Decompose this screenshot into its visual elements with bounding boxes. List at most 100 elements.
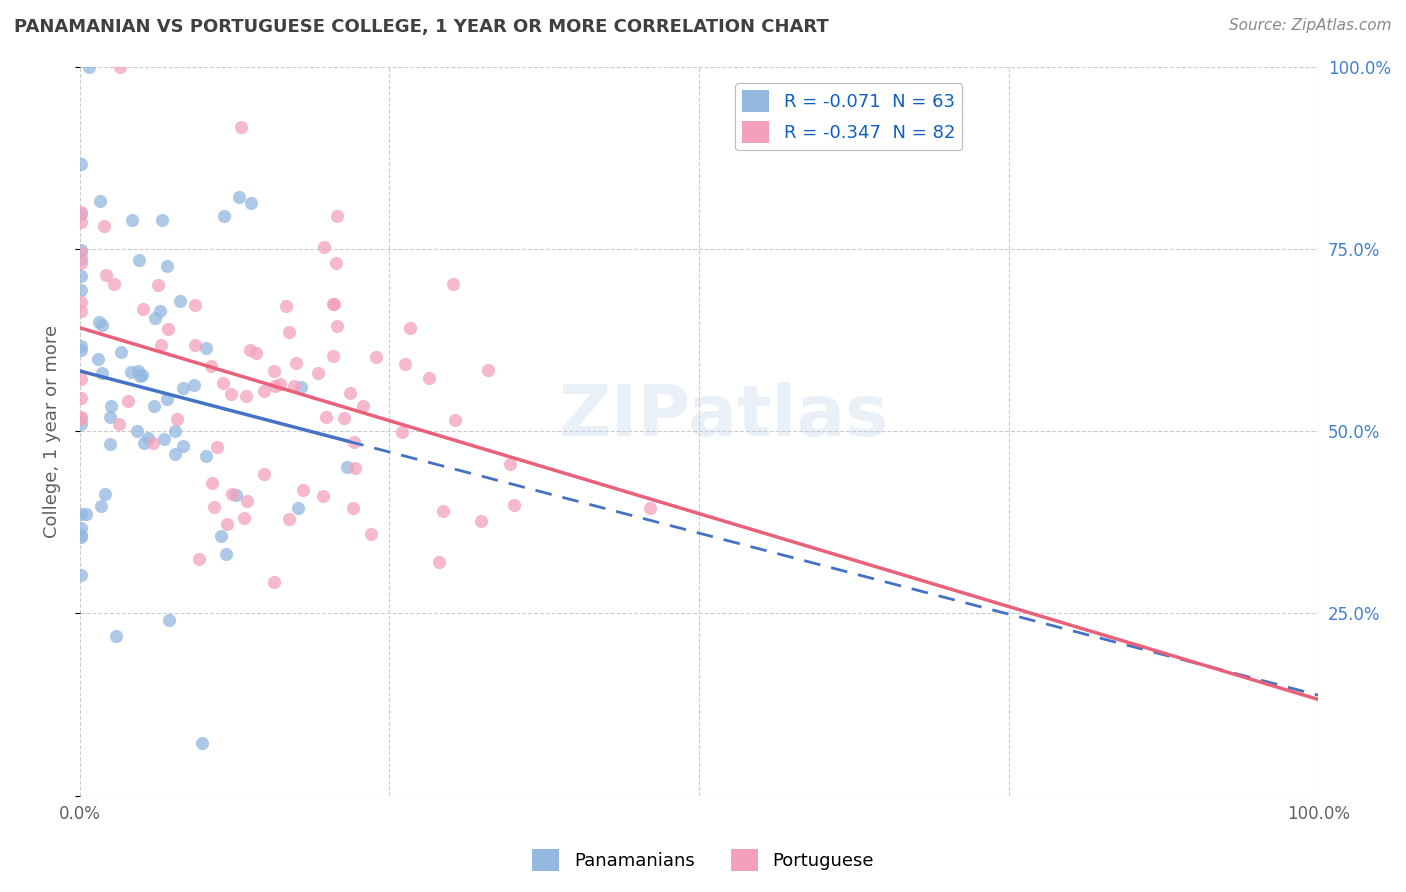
Point [70,304,93,318]
Point [239,343,262,358]
Point [70,417,93,432]
Point [277,325,299,339]
Point [183,378,205,392]
Point [444,413,467,427]
Point [70,343,93,357]
Point [312,240,335,254]
Point [269,377,291,392]
Point [156,259,179,273]
Point [225,488,247,502]
Point [394,357,416,371]
Point [98,409,121,424]
Legend: Panamanians, Portuguese: Panamanians, Portuguese [524,842,882,879]
Point [236,494,259,508]
Point [127,364,149,378]
Point [283,379,305,393]
Point [202,500,225,515]
Point [143,310,166,325]
Point [190,736,212,750]
Point [70,269,93,284]
Point [315,410,337,425]
Point [325,256,347,270]
Point [89,315,111,329]
Point [93,219,115,233]
Point [233,511,256,525]
Point [291,483,314,498]
Point [322,297,344,311]
Point [322,350,344,364]
Point [339,386,361,401]
Point [143,399,166,413]
Point [149,338,172,352]
Point [155,392,177,407]
Point [207,440,229,454]
Point [360,527,382,541]
Point [215,516,238,531]
Point [150,213,173,227]
Point [70,256,93,270]
Text: ZIPatlas: ZIPatlas [558,382,889,451]
Point [148,277,170,292]
Point [70,245,93,260]
Point [285,356,308,370]
Point [342,501,364,516]
Point [70,339,93,353]
Point [77,60,100,74]
Point [326,318,349,333]
Point [136,431,159,445]
Point [399,321,422,335]
Point [307,366,329,380]
Point [169,294,191,309]
Point [131,368,153,382]
Point [200,359,222,373]
Point [343,435,366,450]
Point [212,209,235,223]
Point [108,417,131,431]
Point [499,458,522,472]
Point [70,243,93,257]
Text: Source: ZipAtlas.com: Source: ZipAtlas.com [1229,18,1392,33]
Point [70,530,93,544]
Point [142,435,165,450]
Legend: R = -0.071  N = 63, R = -0.347  N = 82: R = -0.071 N = 63, R = -0.347 N = 82 [735,83,963,151]
Point [70,252,93,267]
Text: PANAMANIAN VS PORTUGUESE COLLEGE, 1 YEAR OR MORE CORRELATION CHART: PANAMANIAN VS PORTUGUESE COLLEGE, 1 YEAR… [14,18,828,36]
Point [128,252,150,267]
Point [117,394,139,409]
Point [90,366,112,380]
Point [70,372,93,386]
Point [287,501,309,516]
Point [94,268,117,282]
Point [333,410,356,425]
Point [166,412,188,426]
Point [90,499,112,513]
Point [336,460,359,475]
Point [172,381,194,395]
Point [638,501,661,516]
Point [253,384,276,399]
Point [263,364,285,378]
Point [503,499,526,513]
Point [108,60,131,74]
Point [231,120,253,134]
Point [70,157,93,171]
Point [70,207,93,221]
Point [70,215,93,229]
Point [70,205,93,219]
Point [172,439,194,453]
Point [70,507,93,521]
Point [215,547,238,561]
Point [263,378,285,392]
Point [149,304,172,318]
Point [195,449,218,463]
Point [70,410,93,425]
Point [184,337,207,351]
Point [98,437,121,451]
Point [70,527,93,541]
Point [221,386,243,401]
Point [70,392,93,406]
Point [70,295,93,310]
Point [128,369,150,384]
Point [89,194,111,209]
Point [194,342,217,356]
